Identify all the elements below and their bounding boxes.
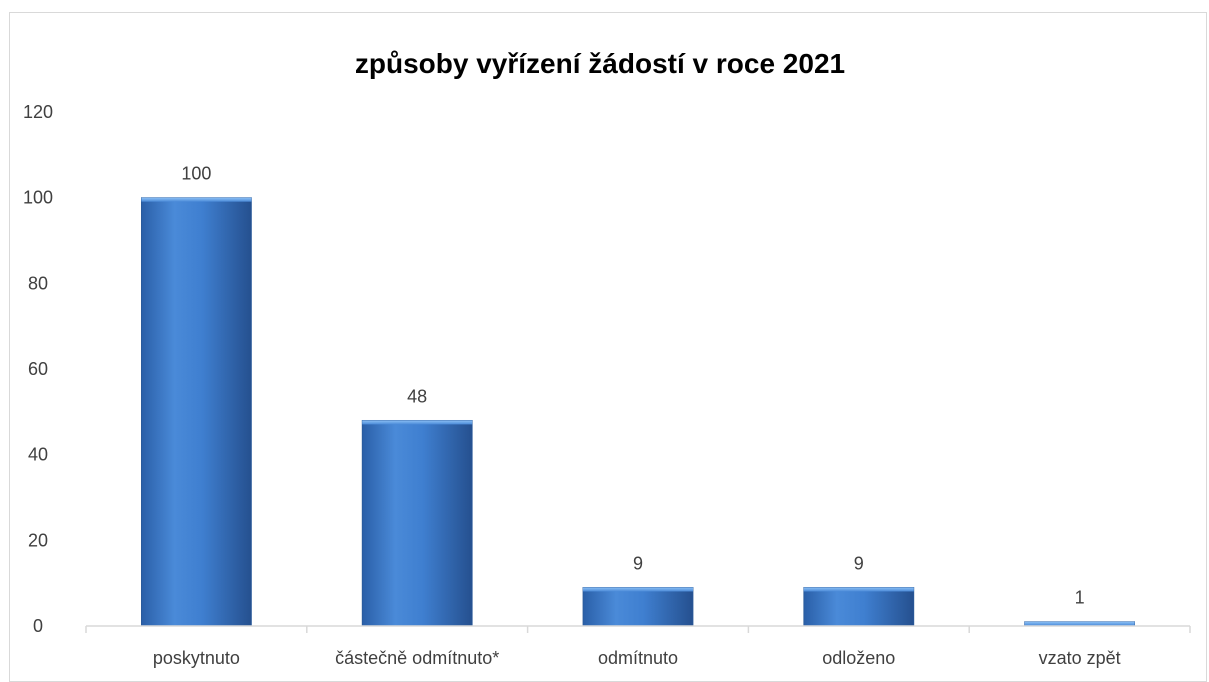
- bar-highlight: [803, 587, 914, 592]
- bar: [140, 197, 252, 627]
- data-label: 1: [1075, 588, 1085, 608]
- y-tick-label: 120: [23, 102, 53, 122]
- data-label: 9: [854, 553, 864, 573]
- chart-title: způsoby vyřízení žádostí v roce 2021: [355, 48, 845, 79]
- bar-highlight: [1024, 621, 1135, 626]
- bar-highlight: [362, 420, 473, 425]
- bar-highlight: [583, 587, 693, 592]
- x-category-label: odloženo: [822, 648, 895, 668]
- bar: [361, 419, 473, 627]
- y-tick-label: 80: [28, 273, 48, 293]
- x-axis: [85, 625, 1191, 633]
- bar: [803, 587, 915, 627]
- bar-body: [140, 197, 252, 627]
- bar: [582, 587, 694, 627]
- data-label: 9: [633, 553, 643, 573]
- bar-body: [582, 587, 694, 627]
- data-label: 100: [181, 164, 211, 184]
- bars: [140, 197, 1135, 627]
- x-category-label: poskytnuto: [153, 648, 240, 668]
- x-axis-labels: poskytnuto částečně odmítnuto* odmítnuto od…: [153, 648, 1121, 668]
- bar-body: [803, 587, 915, 627]
- y-tick-label: 20: [28, 530, 48, 550]
- y-tick-label: 100: [23, 188, 53, 208]
- y-tick-label: 0: [33, 616, 43, 636]
- bar-body: [361, 419, 473, 627]
- x-category-label: odmítnuto: [598, 648, 678, 668]
- data-labels: 100 48 9 9 1: [181, 164, 1084, 608]
- x-category-label: částečně odmítnuto*: [335, 648, 499, 668]
- x-category-label: vzato zpět: [1039, 648, 1121, 668]
- y-axis-ticks: 0 20 40 60 80 100 120: [23, 102, 53, 636]
- bar-highlight: [141, 197, 252, 202]
- y-tick-label: 60: [28, 359, 48, 379]
- data-label: 48: [407, 386, 427, 406]
- y-tick-label: 40: [28, 445, 48, 465]
